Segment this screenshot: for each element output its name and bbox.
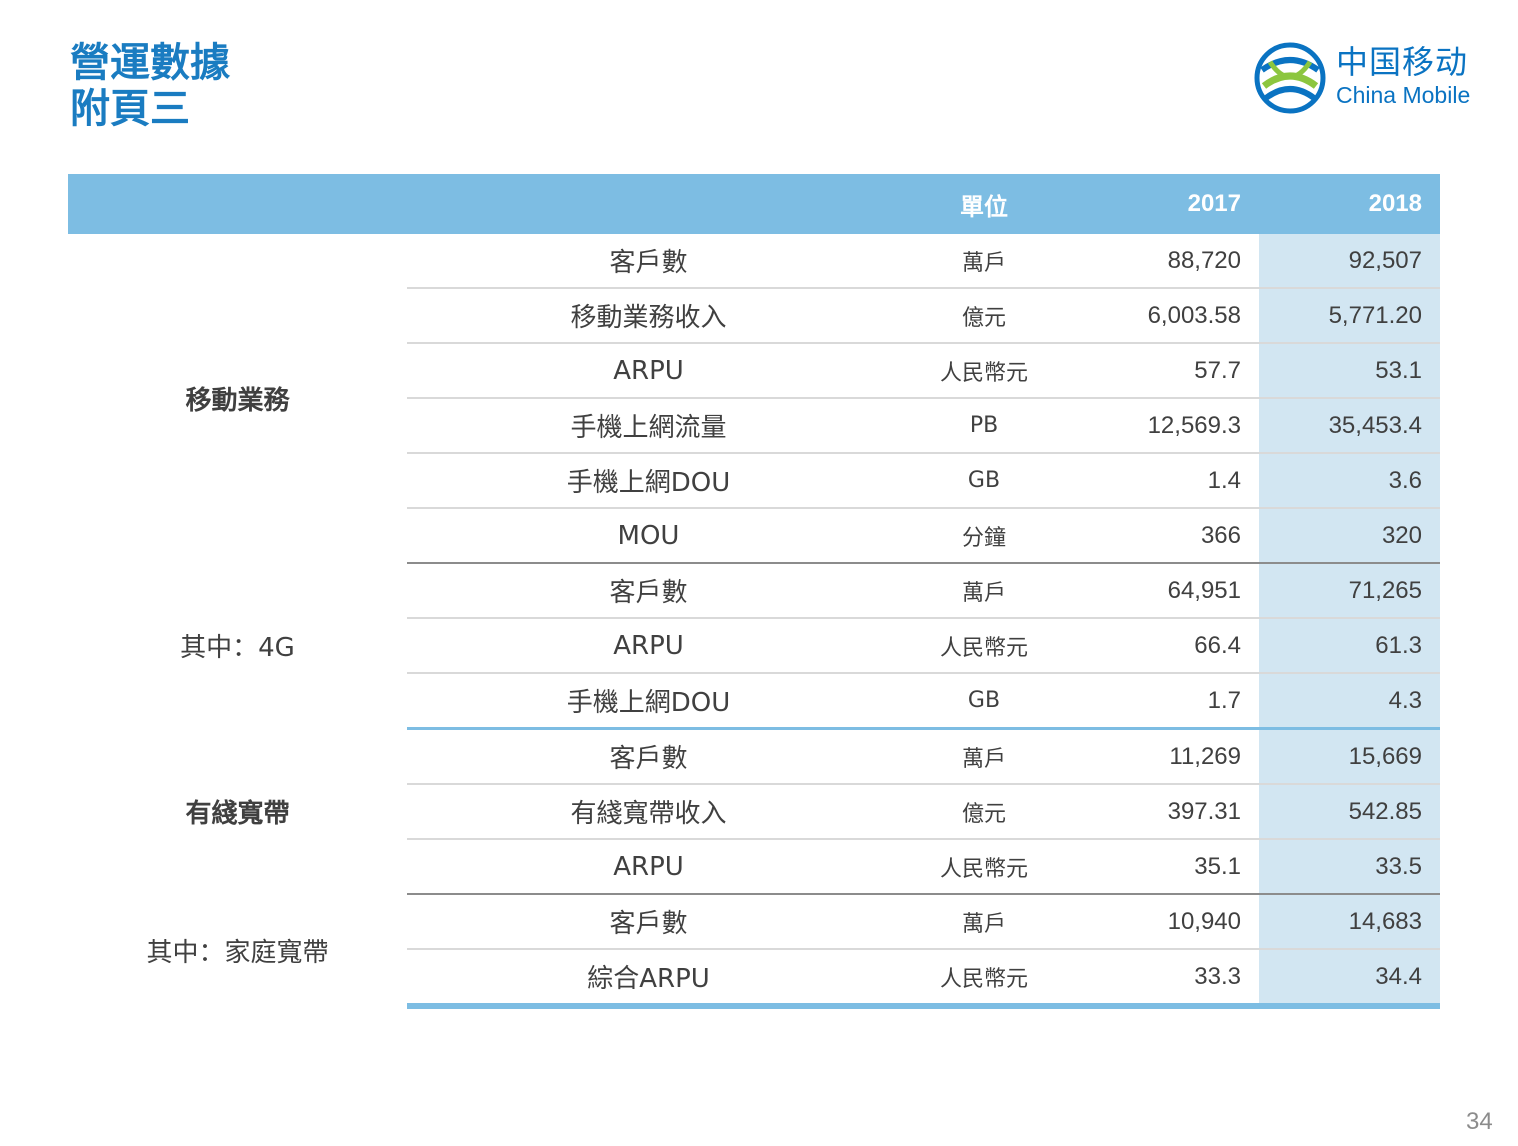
value-2017-cell: 57.7 — [1078, 343, 1259, 399]
unit-cell: 億元 — [890, 784, 1078, 840]
unit-cell: 分鐘 — [890, 508, 1078, 564]
category-cell: 其中：家庭寬帶 — [146, 937, 329, 968]
value-2018-cell: 71,265 — [1259, 563, 1440, 619]
china-mobile-logo-icon — [1254, 42, 1326, 114]
value-2018-cell: 320 — [1259, 508, 1440, 564]
table-header-row: 單位 2017 2018 — [68, 174, 1440, 234]
value-2018-cell: 33.5 — [1259, 839, 1440, 895]
logo-text-en: China Mobile — [1336, 82, 1471, 108]
operating-data-table: 單位 2017 2018 移動業務 客戶數 萬戶 88,720 92,507 移動業務收入… — [68, 174, 1440, 1009]
value-2017-cell: 35.1 — [1078, 839, 1259, 895]
value-2018-cell: 5,771.20 — [1259, 288, 1440, 344]
value-2017-cell: 12,569.3 — [1078, 398, 1259, 454]
value-2017-cell: 10,940 — [1078, 894, 1259, 950]
table-row: ARPU 人民幣元 57.7 53.1 — [68, 343, 1440, 399]
value-2017-cell: 88,720 — [1078, 234, 1259, 289]
page-title-line2: 附頁三 — [70, 86, 190, 132]
value-2018-cell: 3.6 — [1259, 453, 1440, 509]
metric-cell: 客戶數 — [407, 563, 890, 619]
value-2017-cell: 397.31 — [1078, 784, 1259, 840]
header-2018: 2018 — [1259, 174, 1440, 234]
metric-cell: 手機上網DOU — [407, 453, 890, 509]
value-2018-cell: 53.1 — [1259, 343, 1440, 399]
table-row: 手機上網流量 PB 12,569.3 35,453.4 — [68, 398, 1440, 454]
metric-cell: 手機上網DOU — [407, 673, 890, 730]
unit-cell: GB — [890, 673, 1078, 730]
header-metric — [407, 174, 890, 234]
value-2017-cell: 366 — [1078, 508, 1259, 564]
value-2017-cell: 1.4 — [1078, 453, 1259, 509]
metric-cell: 客戶數 — [407, 894, 890, 950]
table-row: ARPU 人民幣元 35.1 33.5 — [68, 839, 1440, 895]
value-2018-cell: 542.85 — [1259, 784, 1440, 840]
category-cell: 有綫寬帶 — [185, 798, 290, 829]
value-2018-cell: 61.3 — [1259, 618, 1440, 674]
unit-cell: 人民幣元 — [890, 343, 1078, 399]
value-2018-cell: 15,669 — [1259, 728, 1440, 785]
unit-cell: 萬戶 — [890, 894, 1078, 950]
metric-cell: MOU — [407, 508, 890, 564]
table-row: 手機上網DOU GB 1.4 3.6 — [68, 453, 1440, 509]
metric-cell: ARPU — [407, 839, 890, 895]
header-unit: 單位 — [890, 174, 1078, 234]
unit-cell: 人民幣元 — [890, 839, 1078, 895]
table-row: MOU 分鐘 366 320 — [68, 508, 1440, 564]
header-2017: 2017 — [1078, 174, 1259, 234]
value-2018-cell: 14,683 — [1259, 894, 1440, 950]
table-body: 移動業務 客戶數 萬戶 88,720 92,507 移動業務收入 億元 6,003.58 5,7… — [68, 234, 1440, 1009]
value-2017-cell: 1.7 — [1078, 673, 1259, 730]
unit-cell: 人民幣元 — [890, 618, 1078, 674]
table-row: 移動業務收入 億元 6,003.58 5,771.20 — [68, 288, 1440, 344]
metric-cell: 綜合ARPU — [407, 949, 890, 1009]
table-row: 綜合ARPU 人民幣元 33.3 34.4 — [68, 949, 1440, 1009]
value-2018-cell: 92,507 — [1259, 234, 1440, 289]
logo-text-cn: 中国移动 — [1336, 43, 1469, 81]
value-2017-cell: 11,269 — [1078, 728, 1259, 785]
value-2018-cell: 34.4 — [1259, 949, 1440, 1009]
metric-cell: ARPU — [407, 618, 890, 674]
page-title-line1: 營運數據 — [70, 40, 230, 86]
page-number: 34 — [1466, 1108, 1493, 1135]
unit-cell: 萬戶 — [890, 234, 1078, 289]
table-row: ARPU 人民幣元 66.4 61.3 — [68, 618, 1440, 674]
metric-cell: 手機上網流量 — [407, 398, 890, 454]
metric-cell: 客戶數 — [407, 234, 890, 289]
metric-cell: 有綫寬帶收入 — [407, 784, 890, 840]
value-2017-cell: 6,003.58 — [1078, 288, 1259, 344]
metric-cell: 客戶數 — [407, 728, 890, 785]
table-row: 其中：4G 客戶數 萬戶 64,951 71,265 — [68, 563, 1440, 663]
category-cell: 其中：4G — [180, 633, 295, 664]
china-mobile-logo: 中国移动 China Mobile — [1252, 40, 1482, 116]
unit-cell: 人民幣元 — [890, 949, 1078, 1009]
table-row: 手機上網DOU GB 1.7 4.3 — [68, 673, 1440, 730]
table-row: 移動業務 客戶數 萬戶 88,720 92,507 — [68, 234, 1440, 416]
table-row: 其中：家庭寬帶 客戶數 萬戶 10,940 14,683 — [68, 894, 1440, 968]
header-category — [68, 174, 407, 234]
category-cell: 移動業務 — [185, 386, 290, 416]
unit-cell: 萬戶 — [890, 563, 1078, 619]
metric-cell: 移動業務收入 — [407, 288, 890, 344]
table-row: 有綫寬帶收入 億元 397.31 542.85 — [68, 784, 1440, 840]
value-2017-cell: 64,951 — [1078, 563, 1259, 619]
table-row: 有綫寬帶 客戶數 萬戶 11,269 15,669 — [68, 728, 1440, 829]
unit-cell: 萬戶 — [890, 728, 1078, 785]
value-2017-cell: 66.4 — [1078, 618, 1259, 674]
metric-cell: ARPU — [407, 343, 890, 399]
unit-cell: 億元 — [890, 288, 1078, 344]
value-2018-cell: 4.3 — [1259, 673, 1440, 730]
page-title: 營運數據 附頁三 — [70, 40, 230, 132]
value-2017-cell: 33.3 — [1078, 949, 1259, 1009]
unit-cell: PB — [890, 398, 1078, 454]
value-2018-cell: 35,453.4 — [1259, 398, 1440, 454]
unit-cell: GB — [890, 453, 1078, 509]
